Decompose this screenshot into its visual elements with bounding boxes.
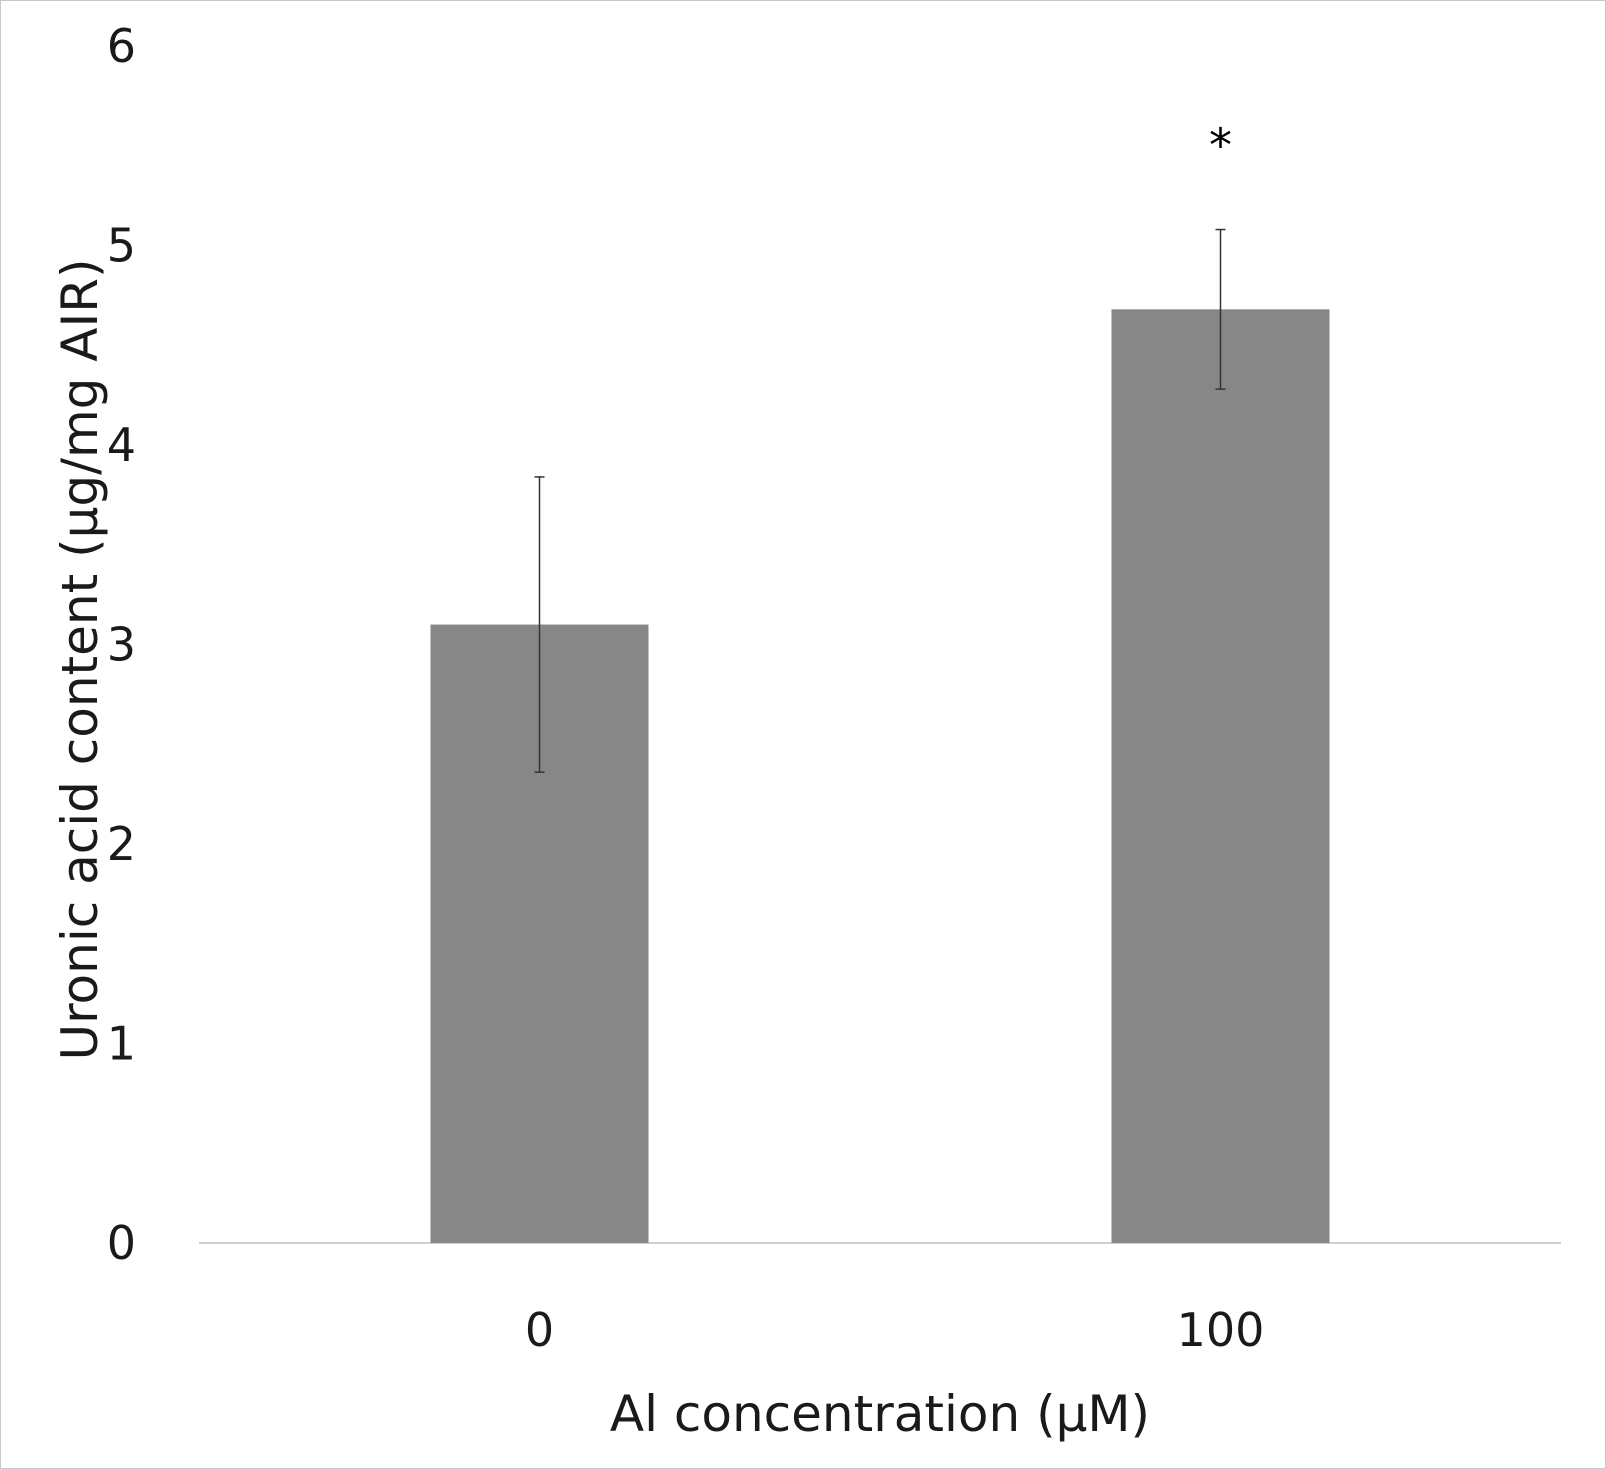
y-tick-label-6: 6 xyxy=(107,19,136,73)
x-tick-label-0: 0 xyxy=(525,1303,554,1357)
y-tick-label-0: 0 xyxy=(107,1216,136,1270)
error-bar-100 xyxy=(1215,228,1226,390)
bar-100 xyxy=(1111,309,1330,1244)
y-tick-label-1: 1 xyxy=(107,1017,136,1071)
bars: * xyxy=(430,119,1330,1244)
error-bar-0 xyxy=(534,476,545,773)
y-tick-label-3: 3 xyxy=(107,618,136,672)
x-tick-label-100: 100 xyxy=(1177,1303,1265,1357)
y-axis-title: Uronic acid content (μg/mg AIR) xyxy=(51,258,109,1060)
x-axis-title: Al concentration (μM) xyxy=(610,1385,1150,1443)
x-axis-ticks: 0 100 xyxy=(525,1303,1265,1357)
y-tick-label-2: 2 xyxy=(107,817,136,871)
significance-marker-100: * xyxy=(1209,119,1232,173)
y-tick-label-4: 4 xyxy=(107,418,136,472)
y-axis-ticks: 0 1 2 3 4 5 6 xyxy=(107,19,136,1270)
y-tick-label-5: 5 xyxy=(107,219,136,273)
